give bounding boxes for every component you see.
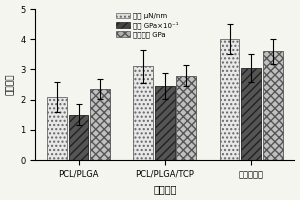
X-axis label: 三维支架: 三维支架 [153, 184, 177, 194]
Bar [263, 51, 283, 160]
Bar [133, 66, 153, 160]
Legend: 刚度 μN/nm, 硬度 GPa×10⁻¹, 弹性模量 GPa: 刚度 μN/nm, 硬度 GPa×10⁻¹, 弹性模量 GPa [116, 13, 178, 38]
Y-axis label: 机械性能: 机械性能 [6, 74, 15, 95]
Bar [220, 39, 239, 160]
Bar [176, 76, 196, 160]
Bar [90, 89, 110, 160]
Bar [155, 86, 175, 160]
Bar [69, 115, 88, 160]
Bar [241, 68, 261, 160]
Bar [47, 97, 67, 160]
